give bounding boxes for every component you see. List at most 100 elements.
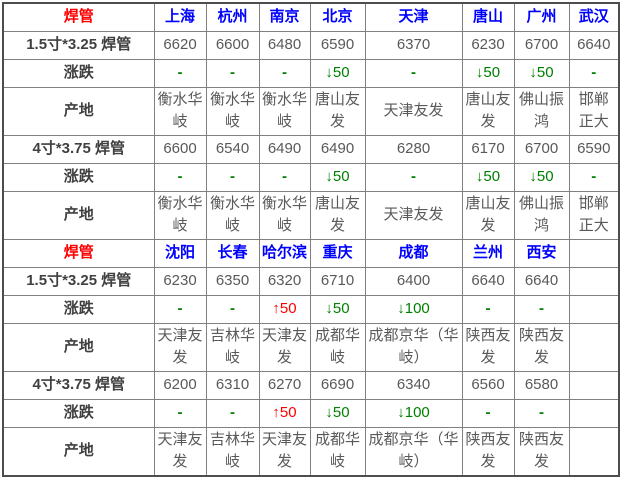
price-cell: 6370 (364, 30, 463, 60)
city-header-cell: 长春 (205, 238, 260, 268)
price-cell: 6490 (309, 134, 366, 164)
city-header-cell: 哈尔滨 (258, 238, 311, 268)
table-row: 涨跌 - - ↑50 ↓50 ↓100- - (2, 294, 620, 324)
price-cell: 6590 (309, 30, 366, 60)
origin-cell: 吉林华岐 (205, 426, 260, 476)
price-up-cell: ↑50 (258, 294, 311, 324)
origin-cell: 天津友发 (364, 190, 463, 240)
no-change-cell: - (205, 398, 260, 428)
no-change-cell: - (205, 58, 260, 88)
price-cell: 6580 (513, 370, 570, 400)
row-label-cell: 涨跌 (2, 162, 155, 192)
row-label-cell: 涨跌 (2, 398, 155, 428)
row-label-cell: 产地 (2, 426, 155, 476)
no-change-cell: - (205, 294, 260, 324)
price-table: 焊管 上海 杭州 南京 北京 天津 唐山 广州 武汉 1.5寸*3.25 焊管 6620 6600 64… (2, 2, 620, 477)
origin-cell: 唐山友发 (461, 190, 515, 240)
price-cell: 6700 (513, 134, 570, 164)
no-change-cell: - (205, 162, 260, 192)
table-row: 涨跌 - - - ↓50- ↓50 ↓50- (2, 58, 620, 88)
origin-cell: 成都京华（华岐） (364, 322, 463, 372)
origin-cell: 天津友发 (364, 86, 463, 136)
price-cell: 6690 (309, 370, 366, 400)
table-row: 产地 衡水华岐 衡水华岐 衡水华岐 唐山友发 天津友发 唐山友发 佛山振鸿 邯郸正大 (2, 190, 620, 240)
price-cell: 6350 (205, 266, 260, 296)
table-row: 4寸*3.75 焊管 6600 6540 6490 6490 6280 6170 6700 65… (2, 134, 620, 164)
price-cell: 6400 (364, 266, 463, 296)
price-cell: 6230 (153, 266, 207, 296)
row-label-cell: 产地 (2, 322, 155, 372)
table-row: 焊管 上海 杭州 南京 北京 天津 唐山 广州 武汉 (2, 2, 620, 32)
row-label-cell: 4寸*3.75 焊管 (2, 134, 155, 164)
price-cell: 6230 (461, 30, 515, 60)
price-down-cell: ↓50 (513, 58, 570, 88)
row-label-cell: 产地 (2, 190, 155, 240)
row-label-cell: 1.5寸*3.25 焊管 (2, 30, 155, 60)
city-header-cell: 上海 (153, 2, 207, 32)
origin-cell: 成都京华（华岐） (364, 426, 463, 476)
origin-cell: 邯郸正大 (568, 86, 620, 136)
table-body: 焊管 上海 杭州 南京 北京 天津 唐山 广州 武汉 1.5寸*3.25 焊管 6620 6600 64… (2, 2, 620, 476)
empty-cell (568, 294, 620, 324)
price-down-cell: ↓50 (309, 398, 366, 428)
origin-cell: 衡水华岐 (153, 190, 207, 240)
origin-cell: 陕西友发 (513, 426, 570, 476)
price-cell: 6310 (205, 370, 260, 400)
table-row: 产地 衡水华岐 衡水华岐 衡水华岐 唐山友发 天津友发 唐山友发 佛山振鸿 邯郸正大 (2, 86, 620, 136)
table-row: 涨跌 - - - ↓50- ↓50 ↓50- (2, 162, 620, 192)
price-down-cell: ↓50 (309, 294, 366, 324)
no-change-cell: - (568, 58, 620, 88)
city-header-cell: 广州 (513, 2, 570, 32)
empty-cell (568, 398, 620, 428)
row-label-cell: 1.5寸*3.25 焊管 (2, 266, 155, 296)
price-cell: 6200 (153, 370, 207, 400)
origin-cell: 衡水华岐 (153, 86, 207, 136)
price-cell: 6540 (205, 134, 260, 164)
city-header-cell: 兰州 (461, 238, 515, 268)
empty-cell (568, 322, 620, 372)
no-change-cell: - (364, 58, 463, 88)
origin-cell: 陕西友发 (461, 426, 515, 476)
price-cell: 6640 (568, 30, 620, 60)
no-change-cell: - (153, 398, 207, 428)
empty-cell (568, 426, 620, 476)
price-cell: 6600 (153, 134, 207, 164)
city-header-cell: 天津 (364, 2, 463, 32)
origin-cell: 天津友发 (258, 426, 311, 476)
table-row: 涨跌 - - ↑50 ↓50 ↓100- - (2, 398, 620, 428)
price-cell: 6340 (364, 370, 463, 400)
no-change-cell: - (153, 294, 207, 324)
origin-cell: 唐山友发 (309, 190, 366, 240)
product-header-cell: 焊管 (2, 238, 155, 268)
city-header-cell: 杭州 (205, 2, 260, 32)
price-cell: 6590 (568, 134, 620, 164)
table-row: 1.5寸*3.25 焊管 6230 6350 6320 6710 6400 6640 6640 (2, 266, 620, 296)
product-header-cell: 焊管 (2, 2, 155, 32)
row-label-cell: 4寸*3.75 焊管 (2, 370, 155, 400)
origin-cell: 唐山友发 (309, 86, 366, 136)
origin-cell: 天津友发 (153, 322, 207, 372)
price-cell: 6700 (513, 30, 570, 60)
no-change-cell: - (568, 162, 620, 192)
price-up-cell: ↑50 (258, 398, 311, 428)
price-cell: 6280 (364, 134, 463, 164)
no-change-cell: - (461, 398, 515, 428)
empty-cell (568, 238, 620, 268)
price-cell: 6600 (205, 30, 260, 60)
price-cell: 6620 (153, 30, 207, 60)
price-cell: 6640 (513, 266, 570, 296)
origin-cell: 陕西友发 (461, 322, 515, 372)
price-down-cell: ↓50 (461, 162, 515, 192)
origin-cell: 唐山友发 (461, 86, 515, 136)
origin-cell: 天津友发 (258, 322, 311, 372)
price-down-cell: ↓100 (364, 398, 463, 428)
table-row: 焊管 沈阳 长春 哈尔滨 重庆 成都 兰州 西安 (2, 238, 620, 268)
city-header-cell: 重庆 (309, 238, 366, 268)
city-header-cell: 武汉 (568, 2, 620, 32)
origin-cell: 陕西友发 (513, 322, 570, 372)
table-row: 4寸*3.75 焊管 6200 6310 6270 6690 6340 6560 6580 (2, 370, 620, 400)
no-change-cell: - (364, 162, 463, 192)
city-header-cell: 成都 (364, 238, 463, 268)
city-header-cell: 沈阳 (153, 238, 207, 268)
